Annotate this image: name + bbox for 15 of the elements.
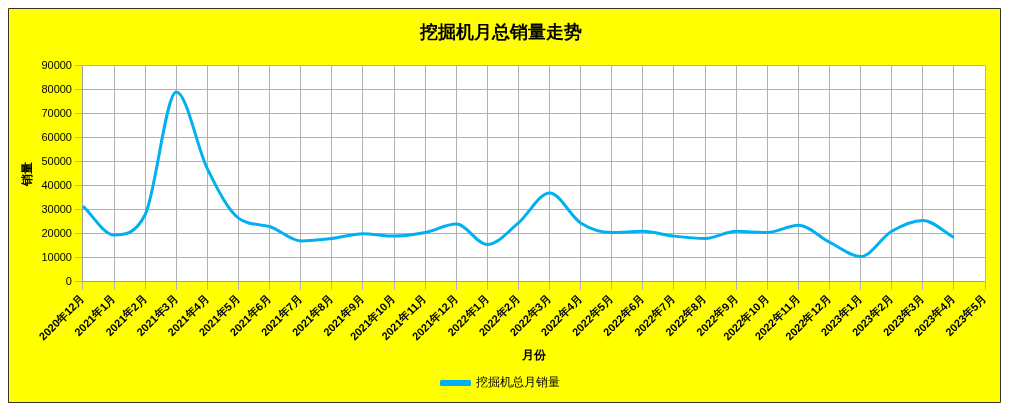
- y-tick-label: 90000: [41, 58, 72, 71]
- y-tick-label: 50000: [41, 154, 72, 167]
- line-series: [81, 90, 956, 259]
- y-tick-label: 60000: [41, 130, 72, 143]
- y-tick-label: 80000: [41, 82, 72, 95]
- y-tick-label: 0: [65, 274, 72, 287]
- legend-label: 挖掘机总月销量: [475, 375, 560, 390]
- y-tick-label: 10000: [41, 250, 72, 263]
- y-tick-label: 40000: [41, 178, 72, 191]
- y-tick-label: 20000: [41, 226, 72, 239]
- x-axis-title: 月份: [520, 348, 547, 363]
- chart-title: 挖掘机月总销量走势: [418, 21, 582, 42]
- y-tick-label: 70000: [41, 106, 72, 119]
- y-axis-title: 销量: [19, 161, 34, 187]
- y-tick-label: 30000: [41, 202, 72, 215]
